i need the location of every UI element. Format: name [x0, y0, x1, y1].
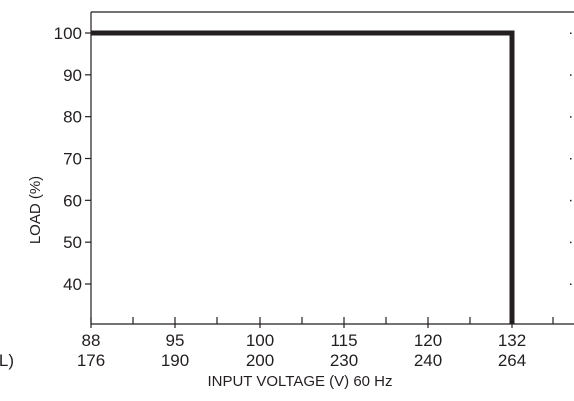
y-tick-label: 80 — [63, 108, 82, 127]
x-tick-label-row2: 200 — [246, 351, 274, 370]
right-edge-dot — [570, 32, 572, 34]
x-tick-label-row2: 230 — [330, 351, 358, 370]
y-tick-label: 60 — [63, 191, 82, 210]
x-tick-label-row1: 115 — [330, 331, 357, 350]
y-tick-label: 100 — [54, 24, 82, 43]
x-row-label-fragment: AL) — [0, 351, 14, 370]
right-edge-dot — [570, 283, 572, 285]
x-tick-label-row2: 240 — [414, 351, 442, 370]
series — [91, 30, 515, 324]
tick-marks — [85, 32, 572, 328]
right-edge-dot — [570, 241, 572, 244]
x-tick-label-row1: 100 — [246, 331, 274, 350]
series-line — [91, 30, 515, 324]
axes — [90, 11, 574, 325]
x-tick-label-row2: 176 — [77, 351, 105, 370]
x-tick-label-row2: 264 — [498, 351, 526, 370]
x-axis-title: INPUT VOLTAGE (V) 60 Hz — [207, 373, 392, 390]
tick-labels: 1009080706050408817695190100200115230120… — [54, 24, 527, 370]
right-edge-dot — [570, 74, 572, 76]
x-tick-label-row1: 95 — [166, 331, 185, 350]
right-edge-dot — [570, 158, 572, 160]
x-tick-label-row1: 120 — [414, 331, 442, 350]
y-tick-label: 70 — [63, 150, 82, 169]
x-tick-label-row1: 88 — [82, 331, 101, 350]
right-edge-dot — [570, 116, 572, 118]
y-axis-title: LOAD (%) — [27, 176, 44, 244]
x-tick-label-row1: 132 — [498, 331, 526, 350]
y-tick-label: 40 — [63, 275, 82, 294]
y-tick-label: 50 — [63, 233, 82, 252]
y-tick-label: 90 — [63, 66, 82, 85]
right-edge-dot — [570, 199, 572, 202]
x-tick-label-row2: 190 — [161, 351, 189, 370]
